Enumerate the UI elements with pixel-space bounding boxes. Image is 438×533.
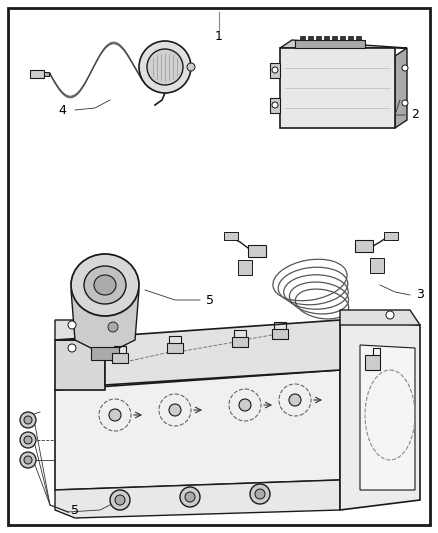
Polygon shape — [112, 353, 128, 363]
Ellipse shape — [94, 275, 116, 295]
Polygon shape — [167, 343, 183, 353]
Polygon shape — [272, 329, 288, 339]
Bar — [332, 36, 337, 40]
Bar — [308, 36, 313, 40]
Polygon shape — [370, 258, 384, 273]
Circle shape — [68, 321, 76, 329]
Polygon shape — [280, 48, 395, 128]
Polygon shape — [270, 98, 280, 113]
Polygon shape — [232, 337, 248, 347]
Polygon shape — [280, 40, 407, 48]
Text: 3: 3 — [416, 288, 424, 302]
Circle shape — [255, 489, 265, 499]
Bar — [44, 72, 49, 76]
Bar — [355, 240, 373, 252]
Text: 5: 5 — [71, 504, 79, 516]
Polygon shape — [55, 340, 105, 390]
Polygon shape — [91, 347, 119, 360]
Circle shape — [24, 416, 32, 424]
Circle shape — [180, 487, 200, 507]
Bar — [324, 36, 329, 40]
Polygon shape — [395, 48, 407, 128]
Polygon shape — [340, 310, 420, 325]
Circle shape — [110, 490, 130, 510]
Polygon shape — [55, 480, 340, 518]
Polygon shape — [270, 63, 280, 78]
Circle shape — [402, 65, 408, 71]
Ellipse shape — [71, 254, 139, 316]
Circle shape — [402, 100, 408, 106]
Polygon shape — [295, 40, 365, 48]
Bar — [30, 70, 44, 78]
Bar — [224, 232, 238, 240]
Circle shape — [139, 41, 191, 93]
Polygon shape — [55, 320, 100, 340]
Circle shape — [24, 456, 32, 464]
Circle shape — [169, 404, 181, 416]
Text: 1: 1 — [215, 30, 223, 43]
Polygon shape — [365, 355, 380, 370]
Text: 4: 4 — [58, 103, 66, 117]
Circle shape — [109, 409, 121, 421]
Ellipse shape — [84, 266, 126, 304]
Polygon shape — [238, 260, 252, 275]
Circle shape — [108, 322, 118, 332]
Circle shape — [147, 49, 183, 85]
Circle shape — [289, 394, 301, 406]
Polygon shape — [340, 320, 420, 510]
Circle shape — [386, 311, 394, 319]
Bar — [356, 36, 361, 40]
Bar — [340, 36, 345, 40]
Circle shape — [239, 399, 251, 411]
Bar — [348, 36, 353, 40]
Circle shape — [187, 63, 195, 71]
Circle shape — [272, 67, 278, 73]
Bar — [300, 36, 305, 40]
Polygon shape — [360, 345, 415, 490]
Text: 5: 5 — [206, 294, 214, 306]
Polygon shape — [55, 370, 340, 490]
Circle shape — [272, 102, 278, 108]
Circle shape — [115, 495, 125, 505]
Bar — [316, 36, 321, 40]
Circle shape — [68, 344, 76, 352]
Circle shape — [185, 492, 195, 502]
Bar — [384, 232, 398, 240]
Circle shape — [20, 412, 36, 428]
Text: 2: 2 — [411, 109, 419, 122]
Polygon shape — [55, 320, 340, 385]
Circle shape — [20, 432, 36, 448]
Circle shape — [20, 452, 36, 468]
Bar — [248, 245, 266, 257]
Polygon shape — [71, 290, 139, 350]
Circle shape — [250, 484, 270, 504]
Circle shape — [24, 436, 32, 444]
